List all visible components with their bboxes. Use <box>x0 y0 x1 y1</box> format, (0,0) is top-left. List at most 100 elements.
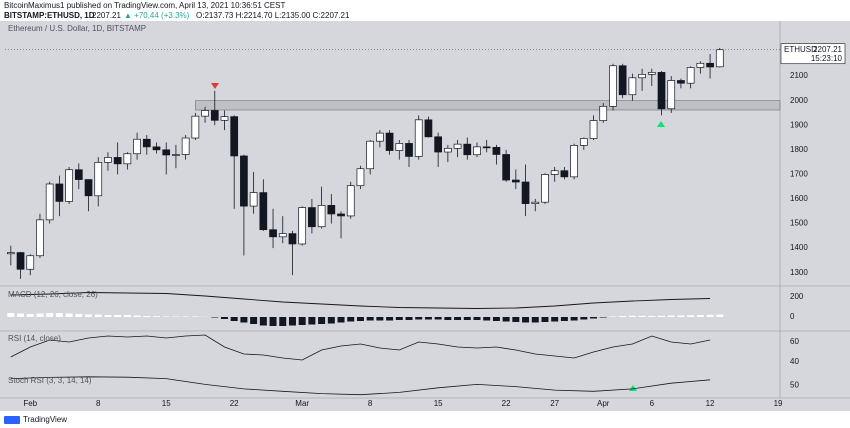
candle-body <box>317 205 326 228</box>
histogram-bar <box>590 317 598 319</box>
candle-body <box>201 110 209 117</box>
histogram-bar <box>337 317 345 323</box>
x-tick-label: Feb <box>23 399 37 408</box>
x-tick-label: Mar <box>295 399 309 408</box>
candle-body <box>84 179 93 197</box>
candle-body <box>162 149 171 156</box>
histogram-bar <box>123 315 131 317</box>
candle-body <box>618 65 627 96</box>
y-tick-label: 1500 <box>790 219 808 228</box>
candle-body <box>220 116 229 121</box>
candle-body <box>570 145 578 178</box>
candle-body <box>16 252 25 270</box>
candle-body <box>686 67 695 84</box>
macd-line <box>10 292 711 309</box>
candle-body <box>181 137 190 155</box>
histogram-bar <box>677 315 685 317</box>
histogram-bar <box>560 317 568 321</box>
price-value: 2207.21 <box>813 45 842 54</box>
y-tick-label: 0 <box>790 312 795 321</box>
candle-body <box>696 62 705 68</box>
candle-body <box>26 255 35 270</box>
candle-body <box>579 138 588 146</box>
histogram-bar <box>162 316 170 317</box>
histogram-bar <box>75 314 83 317</box>
x-tick-label: 12 <box>706 399 715 408</box>
candle-body <box>113 157 122 165</box>
histogram-bar <box>356 317 364 321</box>
histogram-bar <box>696 315 704 317</box>
brand: TradingView <box>23 415 67 424</box>
candle-body <box>133 138 141 155</box>
histogram-bar <box>415 317 423 320</box>
histogram-bar <box>366 317 374 321</box>
histogram-bar <box>716 314 724 317</box>
y-tick-label: 1400 <box>790 243 808 252</box>
chart-area <box>0 21 850 411</box>
candle-body <box>210 110 219 121</box>
publisher: BitcoinMaximus1 published on TradingView… <box>4 1 285 10</box>
candle-body <box>327 205 336 215</box>
histogram-bar <box>153 316 161 317</box>
candle-body <box>45 183 54 221</box>
candle-body <box>453 143 462 149</box>
price-symbol: ETHUSD <box>784 45 817 54</box>
candle-body <box>249 192 258 207</box>
candle-body <box>599 105 608 121</box>
histogram-bar <box>444 317 452 320</box>
pane-title: RSI (14, close) <box>8 334 61 343</box>
candle-body <box>337 213 345 217</box>
histogram-bar <box>502 317 510 322</box>
histogram-bar <box>541 317 549 322</box>
candle-body <box>482 146 491 149</box>
histogram-bar <box>26 314 34 317</box>
y-tick-label: 40 <box>790 357 799 366</box>
candle-body <box>55 183 64 202</box>
histogram-bar <box>114 315 122 317</box>
last-price: 2207.21 <box>92 11 121 20</box>
histogram-bar <box>706 314 714 317</box>
candle-body <box>36 219 44 257</box>
candle-body <box>376 132 384 142</box>
candle-body <box>152 146 161 151</box>
candle-body <box>589 120 598 139</box>
candle-body <box>715 49 724 68</box>
x-tick-label: 22 <box>230 399 239 408</box>
candle-body <box>706 62 714 68</box>
candle-body <box>385 132 394 151</box>
y-tick-label: 2000 <box>790 96 808 105</box>
histogram-bar <box>628 315 636 317</box>
histogram-bar <box>424 317 432 320</box>
histogram-bar <box>7 313 15 317</box>
y-tick-label: 1800 <box>790 145 808 154</box>
histogram-bar <box>133 315 141 317</box>
candle-body <box>424 119 433 138</box>
histogram-bar <box>191 316 199 317</box>
ohlc: O:2137.73 H:2214.70 L:2135.00 C:2207.21 <box>196 11 350 20</box>
histogram-bar <box>55 313 63 317</box>
histogram-bar <box>65 313 73 317</box>
symbol: BITSTAMP:ETHUSD, 1D <box>4 11 95 20</box>
candle-body <box>94 161 103 197</box>
candle-body <box>74 169 83 180</box>
histogram-bar <box>347 317 355 322</box>
y-tick-label: 200 <box>790 292 804 301</box>
x-tick-label: 22 <box>502 399 511 408</box>
histogram-bar <box>17 313 25 317</box>
candle-body <box>463 143 472 156</box>
resistance-zone <box>195 100 781 111</box>
histogram-bar <box>318 317 326 324</box>
histogram-bar <box>104 315 112 317</box>
y-tick-label: 2100 <box>790 71 808 80</box>
x-tick-label: 6 <box>650 399 655 408</box>
sell-arrow <box>211 83 219 89</box>
candle-body <box>638 74 646 79</box>
pane-title: MACD (12, 26, close, 26) <box>8 290 98 299</box>
indicator-line <box>10 376 711 396</box>
candle-body <box>609 65 617 107</box>
y-tick-label: 1700 <box>790 170 808 179</box>
candle-body <box>560 170 569 178</box>
candle-body <box>473 146 481 156</box>
candle-body <box>677 80 685 84</box>
candle-body <box>541 174 549 203</box>
